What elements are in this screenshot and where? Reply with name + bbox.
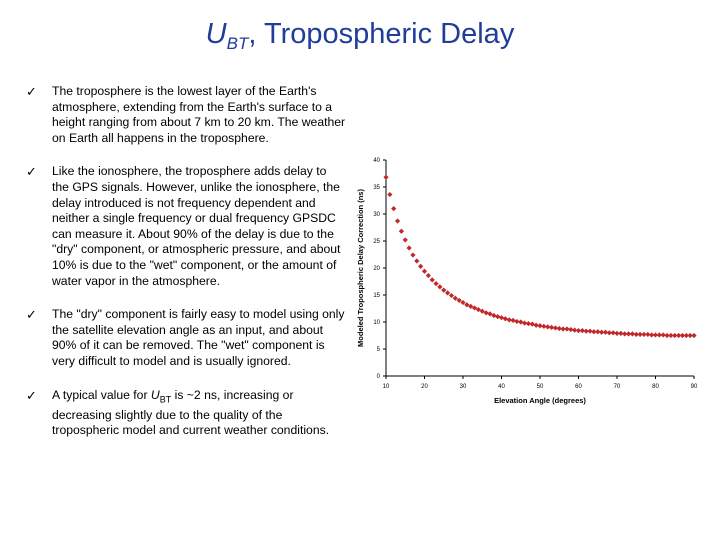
data-point: [460, 299, 466, 306]
data-point: [537, 323, 543, 329]
y-tick-label: 35: [373, 185, 380, 191]
x-tick-label: 80: [652, 384, 659, 390]
data-point: [622, 331, 628, 337]
data-point: [441, 287, 447, 293]
y-tick-label: 5: [377, 347, 381, 353]
data-point: [679, 332, 686, 339]
bullet-variable: U: [150, 387, 160, 402]
data-point: [429, 277, 435, 283]
data-point: [414, 258, 420, 264]
data-point: [668, 332, 674, 339]
data-point: [479, 308, 485, 314]
title-subscript: BT: [226, 34, 249, 53]
data-point: [418, 263, 424, 269]
slide-title: UBT, Tropospheric Delay: [0, 18, 720, 54]
data-point: [383, 174, 389, 180]
data-point: [433, 281, 439, 287]
data-point: [637, 331, 643, 338]
data-point: [691, 332, 697, 339]
data-point: [683, 332, 689, 339]
x-tick-label: 70: [614, 384, 621, 390]
data-point: [687, 332, 693, 339]
chart-points: [383, 174, 697, 339]
check-icon: ✓: [26, 387, 37, 403]
data-point: [649, 332, 655, 338]
bullet-item: ✓ The "dry" component is fairly easy to …: [26, 307, 346, 369]
data-point: [629, 331, 635, 337]
x-tick-label: 60: [575, 384, 582, 390]
chart-axes: [385, 160, 694, 377]
bullet-item: ✓ Like the ionosphere, the troposphere a…: [26, 164, 346, 289]
x-tick-label: 40: [498, 384, 505, 390]
y-axis-label: Modeled Tropospheric Delay Correction (n…: [356, 189, 365, 347]
bullet-item: ✓ The troposphere is the lowest layer of…: [26, 84, 346, 146]
data-point: [502, 316, 508, 322]
bullet-item: ✓ A typical value for UBT is ~2 ns, incr…: [26, 388, 346, 439]
data-point: [625, 331, 632, 337]
bullet-text: The troposphere is the lowest layer of t…: [52, 84, 346, 145]
data-point: [410, 252, 416, 258]
bullet-subscript: BT: [159, 393, 172, 404]
data-point: [529, 321, 535, 327]
delay-chart: 10 20 30 40 50 60 70 80 90 0 5 10 15 20 25 30 35 40 Eleva…: [356, 158, 698, 405]
bullet-text: A typical value for UBT is ~2 ns, increa…: [52, 388, 329, 438]
bullet-text: The "dry" component is fairly easy to mo…: [52, 307, 345, 368]
bullet-list: ✓ The troposphere is the lowest layer of…: [26, 84, 346, 457]
data-point: [445, 290, 451, 296]
data-point: [402, 237, 408, 243]
x-tick-label: 20: [421, 384, 428, 390]
x-tick-label: 10: [383, 384, 390, 390]
data-point: [618, 330, 624, 336]
title-text: , Tropospheric Delay: [248, 18, 515, 50]
check-icon: ✓: [26, 307, 37, 323]
chart-ticks: 10 20 30 40 50 60 70 80 90 0 5 10 15 20 25 30 35 40: [373, 158, 698, 390]
data-point: [518, 319, 524, 325]
x-tick-label: 50: [537, 384, 544, 390]
data-point: [391, 206, 397, 212]
data-point: [656, 332, 662, 338]
bullet-text-after: is ~2 ns, increasing or decreasing sligh…: [52, 387, 330, 438]
y-tick-label: 10: [373, 320, 380, 326]
y-tick-label: 0: [377, 374, 381, 380]
data-point: [437, 284, 443, 290]
x-tick-label: 30: [460, 384, 467, 390]
bullet-text-before: A typical value for: [52, 387, 151, 402]
data-point: [394, 218, 401, 224]
data-point: [425, 272, 431, 279]
data-point: [495, 314, 501, 320]
data-point: [610, 330, 616, 336]
data-point: [387, 191, 393, 198]
x-tick-label: 90: [691, 384, 698, 390]
data-point: [421, 268, 428, 274]
y-tick-label: 15: [373, 293, 380, 299]
data-point: [664, 332, 670, 339]
y-tick-label: 20: [373, 266, 380, 272]
bullet-text: Like the ionosphere, the troposphere add…: [52, 164, 341, 288]
data-point: [398, 228, 404, 234]
check-icon: ✓: [26, 84, 37, 99]
data-point: [676, 332, 682, 339]
data-point: [406, 245, 412, 251]
data-point: [595, 329, 601, 335]
data-point: [606, 330, 612, 336]
check-icon: ✓: [26, 164, 37, 180]
data-point: [498, 315, 505, 321]
data-point: [672, 332, 678, 339]
y-tick-label: 40: [373, 158, 380, 164]
data-point: [510, 317, 516, 323]
data-point: [448, 292, 455, 299]
title-variable: U: [205, 18, 227, 50]
x-axis-label: Elevation Angle (degrees): [494, 396, 586, 405]
y-tick-label: 25: [373, 239, 380, 245]
data-point: [602, 329, 609, 335]
y-tick-label: 30: [373, 212, 380, 218]
